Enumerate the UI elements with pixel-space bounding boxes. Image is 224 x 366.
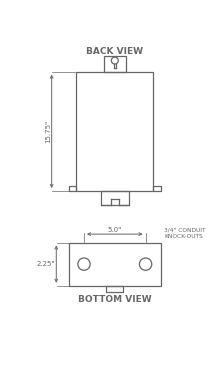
Bar — [69, 243, 161, 286]
Text: 5.0": 5.0" — [108, 227, 122, 233]
Bar — [104, 56, 126, 72]
Bar — [153, 186, 161, 191]
Text: BACK VIEW: BACK VIEW — [86, 47, 143, 56]
Bar — [76, 72, 153, 191]
Text: 15.75": 15.75" — [45, 120, 51, 143]
Bar — [69, 186, 76, 191]
Text: BOTTOM VIEW: BOTTOM VIEW — [78, 295, 152, 304]
Text: 2.25": 2.25" — [36, 261, 55, 267]
Bar — [101, 191, 129, 205]
Text: 3/4" CONDUIT
KNOCK-OUTS: 3/4" CONDUIT KNOCK-OUTS — [164, 228, 206, 239]
Bar — [106, 286, 123, 292]
